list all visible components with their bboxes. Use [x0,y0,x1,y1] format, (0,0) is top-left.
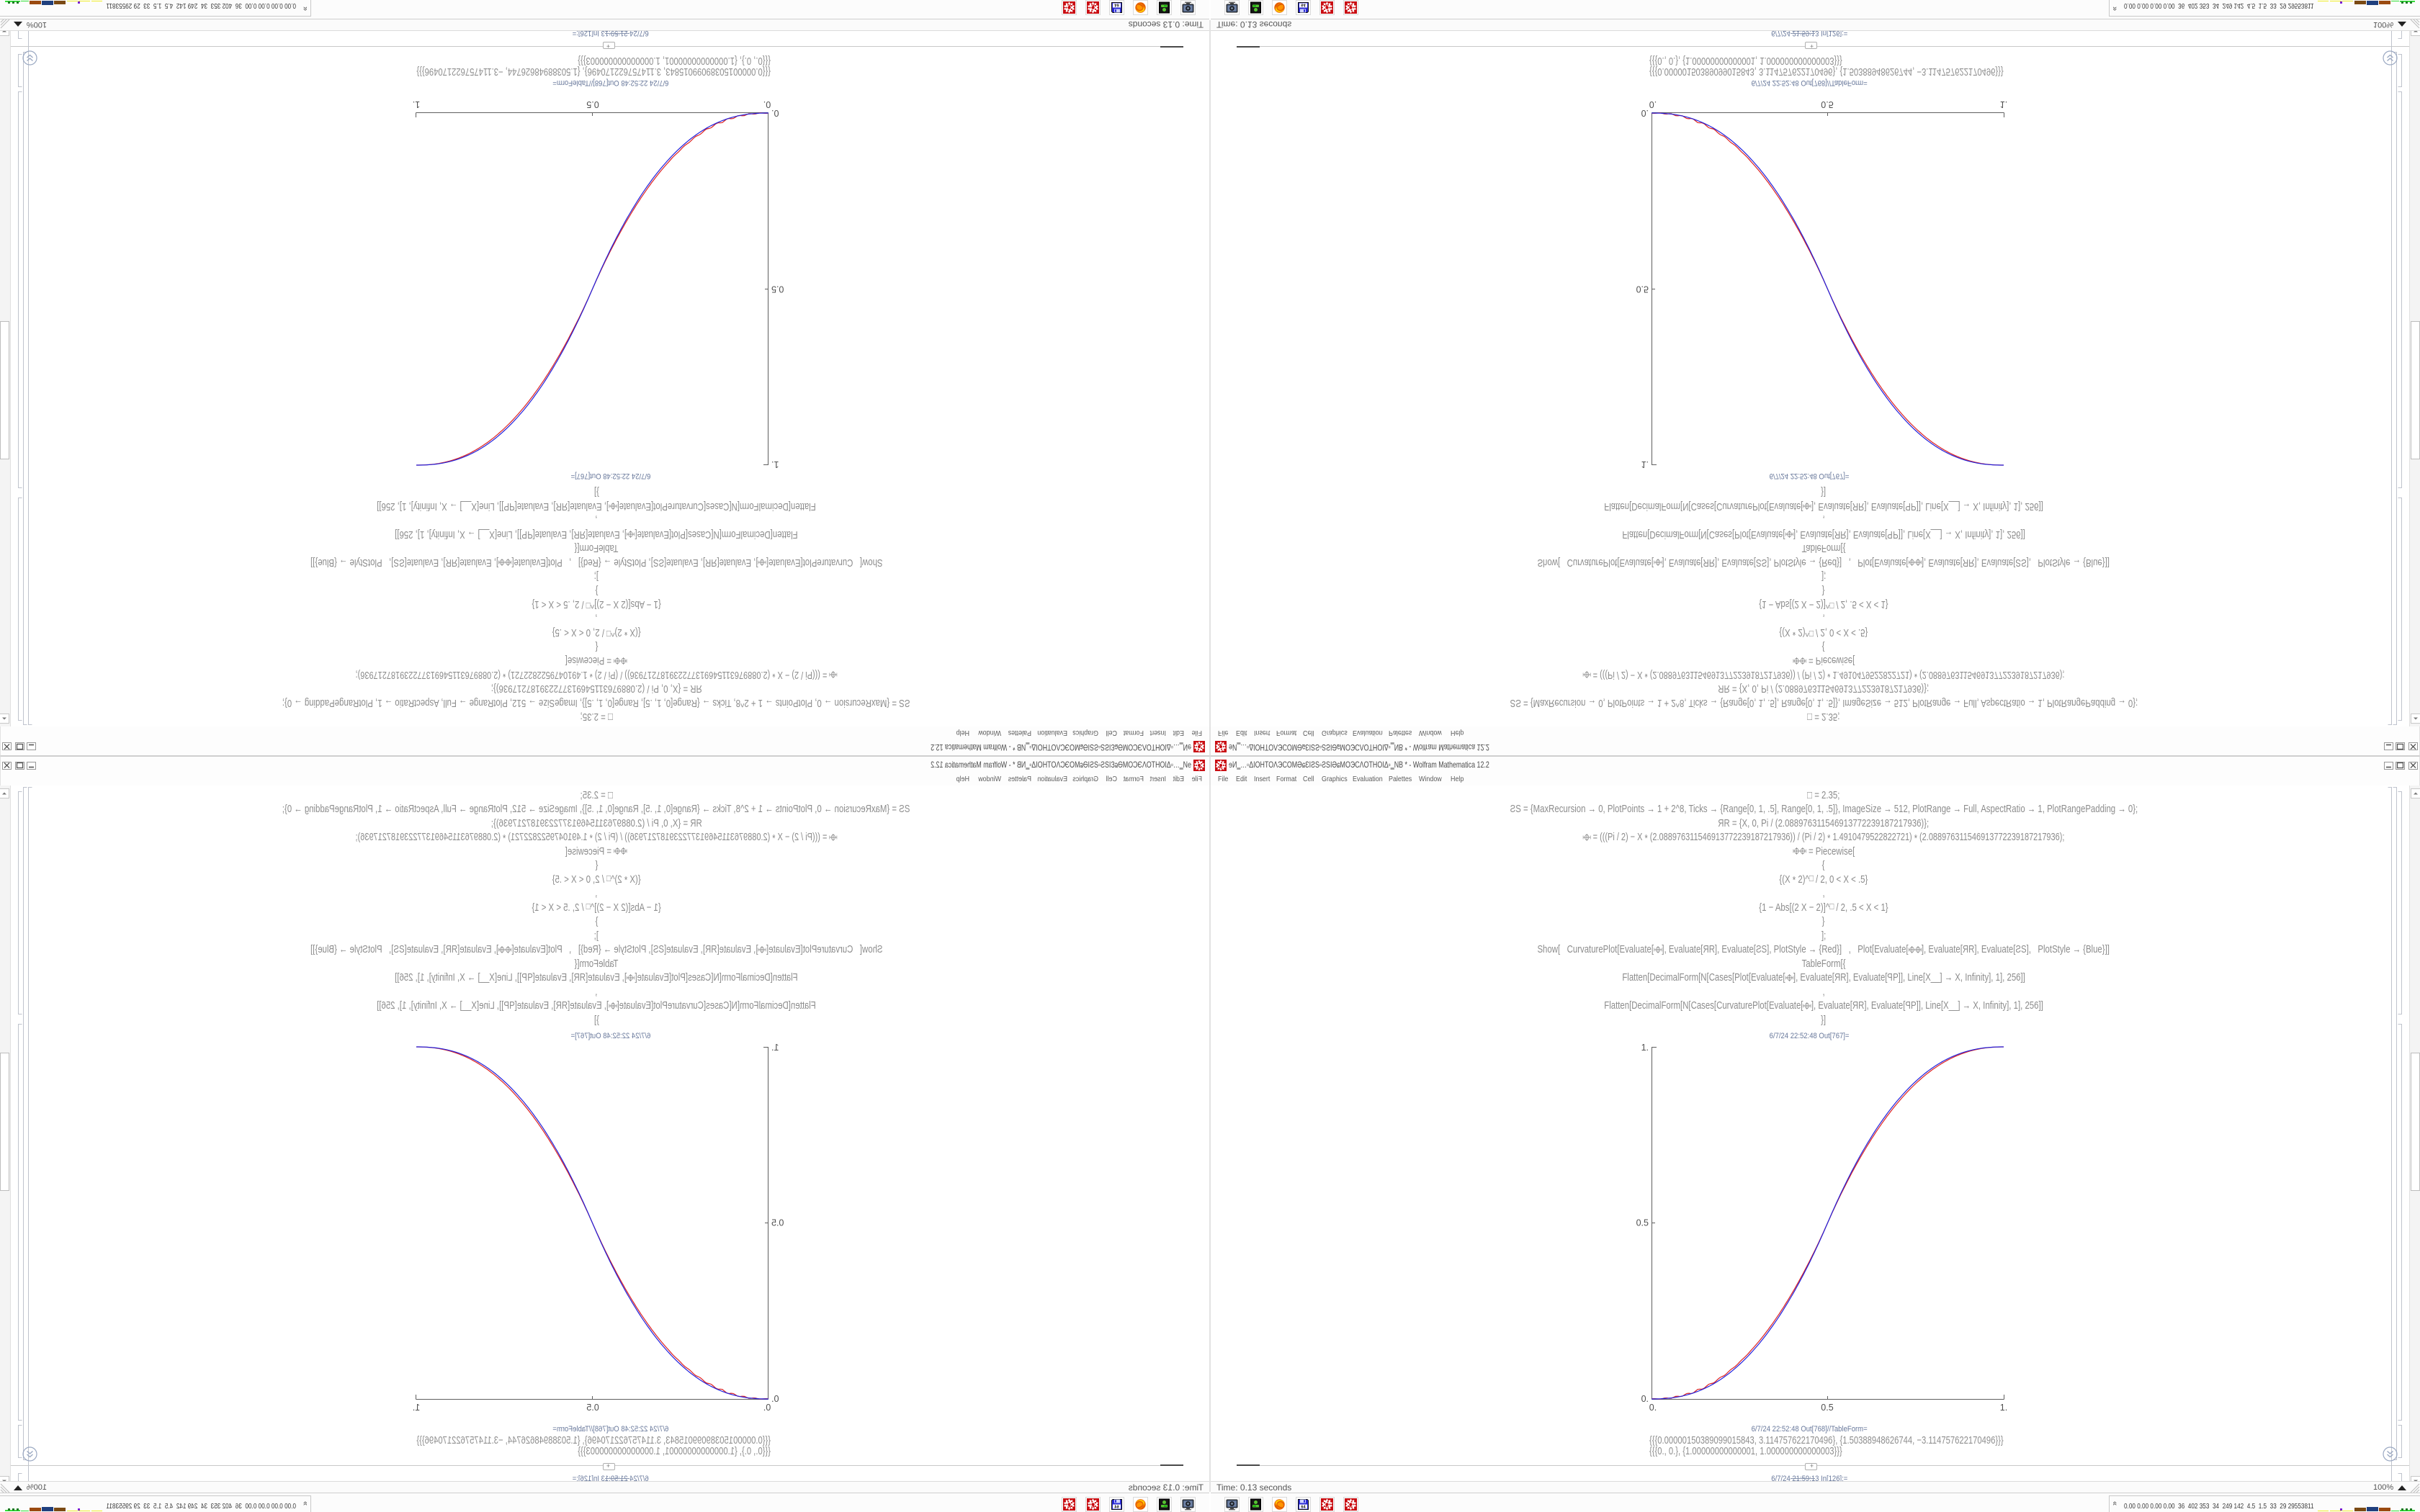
svg-text:1.: 1. [771,1043,779,1053]
svg-text:0.5: 0.5 [1821,99,1833,109]
svg-text:0.5: 0.5 [1636,284,1649,294]
svg-text:0.: 0. [771,1394,779,1404]
svg-text:1.: 1. [1641,459,1649,469]
svg-text:0.5: 0.5 [586,99,599,109]
svg-text:0.5: 0.5 [586,1403,599,1413]
svg-text:1.: 1. [2000,1403,2007,1413]
svg-text:64: 64 [1301,1506,1306,1510]
svg-text:0.: 0. [763,99,771,109]
svg-text:0.: 0. [763,1403,771,1413]
svg-text:0.5: 0.5 [1821,1403,1833,1413]
svg-text:1.: 1. [771,459,779,469]
svg-text:0.: 0. [1649,1403,1657,1413]
svg-text:1.: 1. [413,99,420,109]
svg-text:1.: 1. [413,1403,420,1413]
svg-text:0.5: 0.5 [771,284,784,294]
svg-text:0.: 0. [1649,99,1657,109]
svg-text:0.: 0. [771,108,779,118]
svg-text:0.: 0. [1641,1394,1649,1404]
svg-text:64: 64 [1114,1506,1119,1510]
svg-text:64: 64 [1301,2,1306,6]
svg-text:1.: 1. [1641,1043,1649,1053]
svg-text:0.5: 0.5 [1636,1218,1649,1228]
svg-text:64: 64 [1114,2,1119,6]
svg-text:0.: 0. [1641,108,1649,118]
svg-text:0.5: 0.5 [771,1218,784,1228]
svg-text:1.: 1. [2000,99,2007,109]
